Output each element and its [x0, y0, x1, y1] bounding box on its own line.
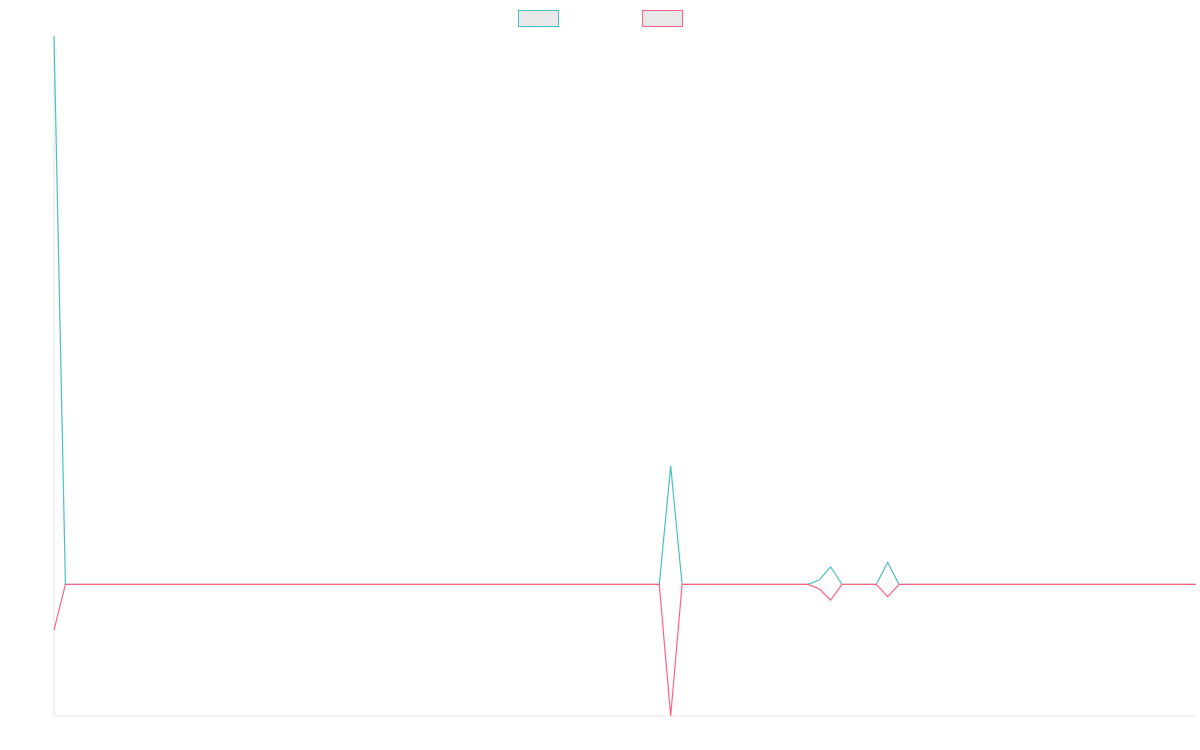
legend-swatch-1: [518, 10, 559, 27]
axes: [53, 36, 1196, 717]
series-group: [53, 35, 1196, 717]
legend: [518, 10, 683, 27]
series-line-2: [53, 583, 1196, 717]
legend-item-1[interactable]: [518, 10, 559, 27]
legend-swatch-2: [642, 10, 683, 27]
legend-item-2[interactable]: [642, 10, 683, 27]
series-line-1: [53, 35, 1196, 585]
